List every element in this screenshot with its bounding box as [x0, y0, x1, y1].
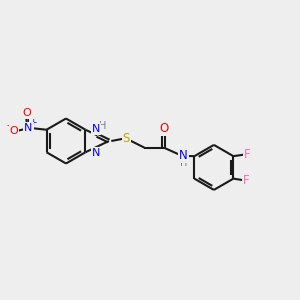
Text: H: H	[180, 158, 187, 168]
Text: N: N	[92, 148, 100, 158]
Text: O: O	[10, 126, 19, 136]
Text: O: O	[159, 122, 168, 135]
Text: N: N	[24, 123, 33, 133]
Text: H: H	[99, 121, 106, 131]
Text: O: O	[22, 108, 32, 118]
Text: S: S	[123, 132, 130, 145]
Text: N: N	[92, 124, 100, 134]
Text: N: N	[179, 149, 188, 162]
Text: F: F	[243, 174, 249, 187]
Text: +: +	[29, 118, 37, 127]
Text: F: F	[244, 148, 250, 161]
Text: -: -	[7, 120, 10, 130]
